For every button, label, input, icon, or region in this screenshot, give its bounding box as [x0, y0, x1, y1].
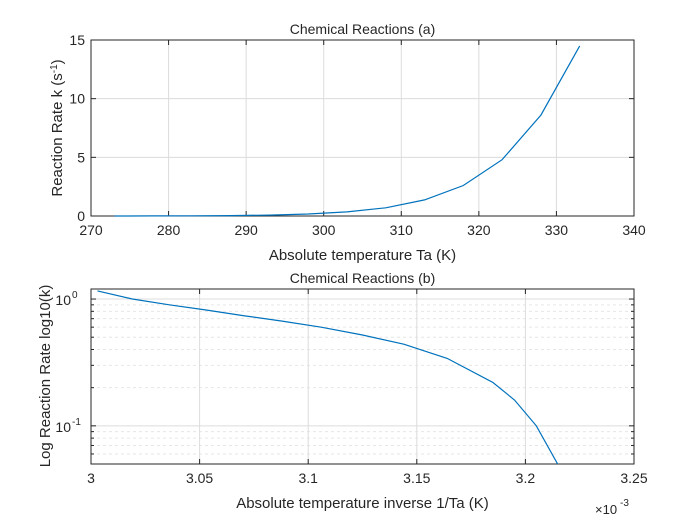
x-exponent-base-b: ×10 — [595, 502, 617, 517]
y-tick-label-a: 0 — [77, 208, 85, 224]
x-tick-label-b: 3.15 — [403, 470, 430, 486]
x-tick-label-a: 330 — [545, 222, 569, 238]
x-tick-label-a: 270 — [79, 222, 103, 238]
x-exponent-power-b: -3 — [620, 498, 629, 509]
y-axis-label-sup-a: -1 — [49, 64, 60, 73]
y-tick-label-power-b: 0 — [72, 290, 78, 301]
y-axis-label-main-a: Reaction Rate k (s — [49, 73, 66, 196]
chart-title-b: Chemical Reactions (b) — [290, 270, 436, 286]
y-axis-label-a: Reaction Rate k (s-1) — [49, 59, 66, 196]
chart-title-a: Chemical Reactions (a) — [290, 21, 436, 37]
x-tick-label-a: 290 — [234, 222, 258, 238]
y-tick-label-base-b: 10 — [55, 419, 71, 435]
plot-area-a — [91, 40, 634, 216]
y-tick-label-base-b: 10 — [55, 292, 71, 308]
x-tick-label-b: 3.25 — [620, 470, 647, 486]
x-tick-label-a: 320 — [467, 222, 491, 238]
x-tick-label-b: 3.2 — [516, 470, 536, 486]
y-axis-label-end-a: ) — [49, 59, 66, 64]
y-tick-label-b: 10 — [55, 292, 71, 308]
y-tick-label-b: 10 — [55, 419, 71, 435]
x-tick-label-b: 3.05 — [186, 470, 213, 486]
x-tick-label-a: 280 — [157, 222, 181, 238]
x-tick-label-b: 3 — [87, 470, 95, 486]
x-tick-label-a: 300 — [312, 222, 336, 238]
axes-box-b — [90, 288, 635, 465]
x-tick-label-b: 3.1 — [298, 470, 318, 486]
axes-box-a — [90, 39, 635, 217]
y-tick-label-a: 10 — [69, 91, 85, 107]
x-tick-label-a: 340 — [622, 222, 646, 238]
x-axis-label-b: Absolute temperature inverse 1/Ta (K) — [236, 495, 489, 512]
x-axis-label-a: Absolute temperature Ta (K) — [269, 247, 456, 264]
x-tick-label-a: 310 — [390, 222, 414, 238]
y-tick-label-power-b: -1 — [72, 417, 81, 428]
series-line-a — [114, 45, 581, 217]
y-tick-label-a: 15 — [69, 32, 85, 48]
plot-area-b — [91, 289, 634, 464]
series-line-b — [97, 290, 559, 464]
y-axis-label-b: Log Reaction Rate log10(k) — [37, 285, 54, 468]
y-tick-label-a: 5 — [77, 149, 85, 165]
